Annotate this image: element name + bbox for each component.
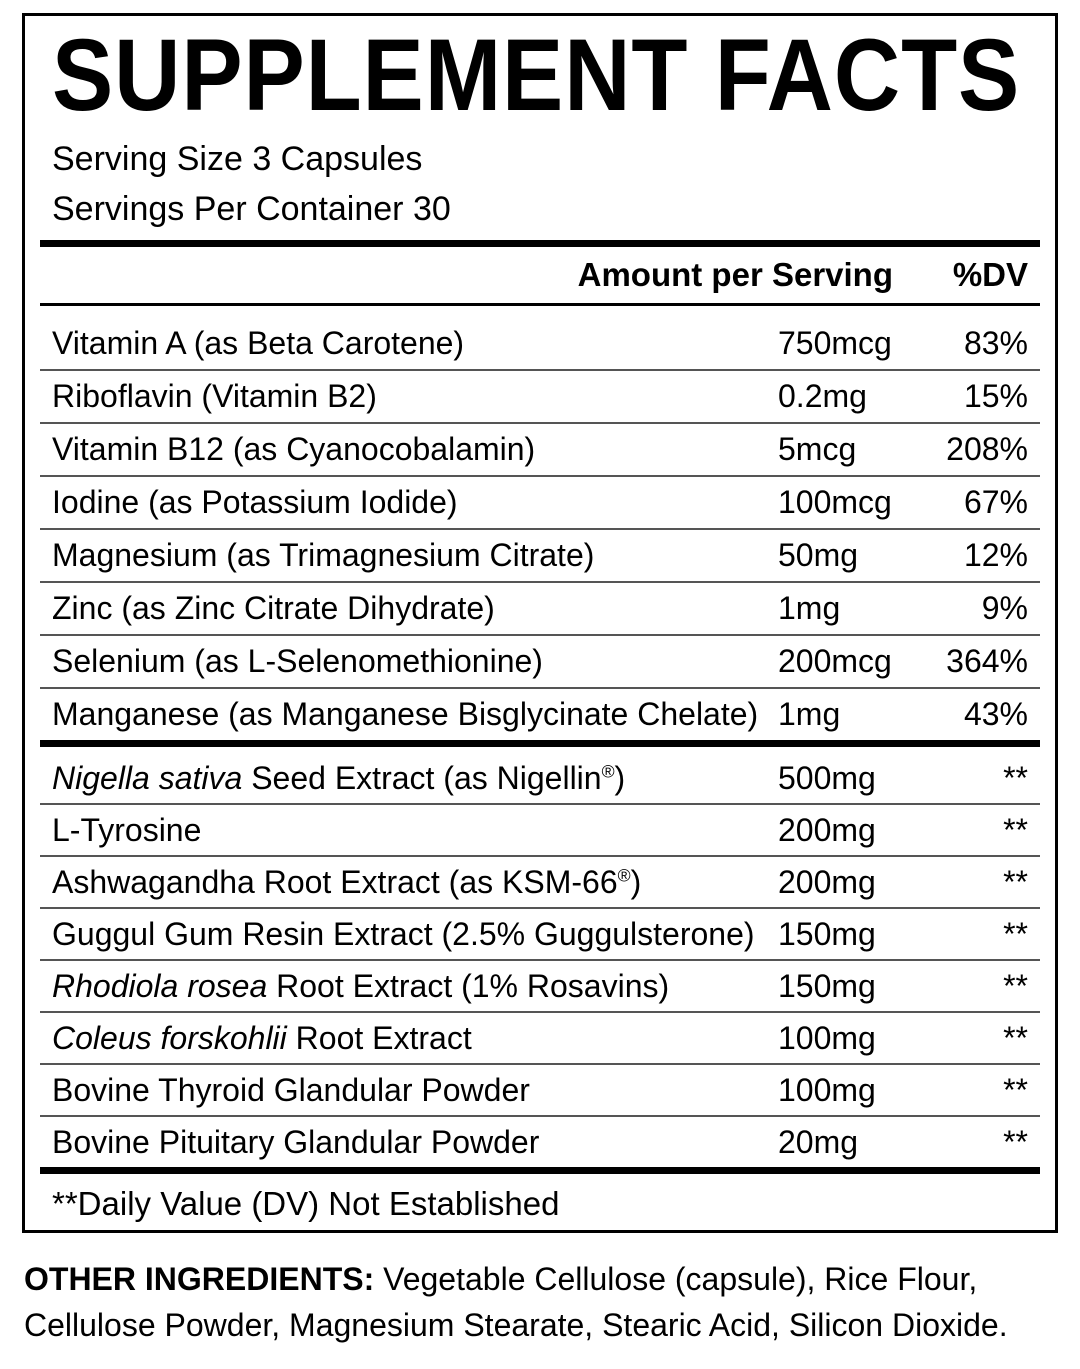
amount-column-header: Amount per Serving <box>577 256 893 293</box>
table-row: Magnesium (as Trimagnesium Citrate) 50mg… <box>40 530 1040 583</box>
ingredient-amount: 150mg <box>778 967 876 1004</box>
table-row: Bovine Thyroid Glandular Powder 100mg ** <box>40 1065 1040 1117</box>
table-row: Zinc (as Zinc Citrate Dihydrate) 1mg 9% <box>40 583 1040 636</box>
ingredient-dv: ** <box>1003 811 1028 848</box>
ingredient-dv: 364% <box>946 643 1028 679</box>
table-row: Nigella sativa Seed Extract (as Nigellin… <box>40 753 1040 805</box>
ingredient-amount: 50mg <box>778 537 859 573</box>
ingredient-name: Guggul Gum Resin Extract (2.5% Guggulste… <box>52 915 755 952</box>
ingredient-dv: 208% <box>946 431 1028 467</box>
ingredient-dv: ** <box>1003 967 1028 1004</box>
ingredient-dv: ** <box>1003 915 1028 952</box>
table-row: Coleus forskohlii Root Extract 100mg ** <box>40 1013 1040 1065</box>
supplement-facts-panel: SUPPLEMENT FACTS Serving Size 3 Capsules… <box>22 13 1058 1233</box>
dv-column-header: %DV <box>952 256 1028 293</box>
serving-size-text: Serving Size 3 Capsules <box>52 140 423 178</box>
vitamins-minerals-section: Vitamin A (as Beta Carotene) 750mcg 83% … <box>40 306 1040 740</box>
table-row: Selenium (as L-Selenomethionine) 200mcg … <box>40 636 1040 689</box>
ingredient-dv: 12% <box>963 537 1028 573</box>
ingredient-amount: 5mcg <box>778 431 857 467</box>
ingredient-name: Vitamin B12 (as Cyanocobalamin) <box>52 431 536 467</box>
other-ingredients-label: OTHER INGREDIENTS: <box>24 1261 375 1297</box>
ingredient-name: Rhodiola rosea Root Extract (1% Rosavins… <box>52 968 778 1005</box>
ingredient-name: Ashwagandha Root Extract (as KSM-66®) <box>52 863 642 900</box>
ingredient-name: Selenium (as L-Selenomethionine) <box>52 643 543 679</box>
table-row: Vitamin A (as Beta Carotene) 750mcg 83% <box>40 318 1040 371</box>
ingredient-amount: 750mcg <box>778 325 892 361</box>
ingredient-amount: 1mg <box>778 696 841 732</box>
ingredient-amount: 20mg <box>778 1123 859 1160</box>
ingredient-name: Bovine Thyroid Glandular Powder <box>52 1071 530 1108</box>
panel-title-text: SUPPLEMENT FACTS <box>52 18 1021 132</box>
ingredient-name-latin: Rhodiola rosea <box>52 967 268 1004</box>
other-ingredients-line2: Cellulose Powder, Magnesium Stearate, St… <box>24 1307 1008 1343</box>
ingredient-name-latin: Nigella sativa <box>52 759 243 796</box>
ingredient-name-rest: Seed Extract (as Nigellin®) <box>242 759 626 796</box>
ingredient-amount: 200mcg <box>778 643 892 679</box>
ingredient-dv: ** <box>1003 1019 1028 1056</box>
table-row: Riboflavin (Vitamin B2) 0.2mg 15% <box>40 371 1040 424</box>
ingredient-amount: 100mg <box>778 1071 876 1108</box>
ingredient-name: Iodine (as Potassium Iodide) <box>52 484 458 520</box>
servings-per-container-text: Servings Per Container 30 <box>52 190 451 228</box>
section-divider-top <box>40 240 1040 247</box>
ingredient-dv: 15% <box>963 378 1028 414</box>
ingredient-dv: ** <box>1003 759 1028 796</box>
ingredient-name-rest: Root Extract <box>286 1019 472 1056</box>
ingredient-amount: 150mg <box>778 915 876 952</box>
ingredient-name-rest: Root Extract (1% Rosavins) <box>267 967 670 1004</box>
ingredient-name-latin: Coleus forskohlii <box>52 1019 287 1056</box>
ingredient-name: L-Tyrosine <box>52 811 202 848</box>
table-row: L-Tyrosine 200mg ** <box>40 805 1040 857</box>
table-row: Manganese (as Manganese Bisglycinate Che… <box>40 689 1040 740</box>
daily-value-footnote: **Daily Value (DV) Not Established <box>52 1185 560 1222</box>
ingredient-amount: 1mg <box>778 590 841 626</box>
serving-info: Serving Size 3 Capsules Servings Per Con… <box>40 134 1040 234</box>
ingredient-dv: 43% <box>963 696 1028 732</box>
panel-title: SUPPLEMENT FACTS <box>40 24 1040 126</box>
botanicals-section: Nigella sativa Seed Extract (as Nigellin… <box>40 747 1040 1167</box>
table-header-row: Amount per Serving %DV <box>40 247 1040 306</box>
other-ingredients-line1: Vegetable Cellulose (capsule), Rice Flou… <box>374 1261 978 1297</box>
table-row: Vitamin B12 (as Cyanocobalamin) 5mcg 208… <box>40 424 1040 477</box>
ingredient-dv: 9% <box>981 590 1028 626</box>
table-row: Bovine Pituitary Glandular Powder 20mg *… <box>40 1117 1040 1167</box>
section-divider-bottom <box>40 1167 1040 1174</box>
ingredient-name: Magnesium (as Trimagnesium Citrate) <box>52 537 595 573</box>
ingredient-name: Bovine Pituitary Glandular Powder <box>52 1123 540 1160</box>
ingredient-amount: 100mg <box>778 1019 876 1056</box>
ingredient-amount: 500mg <box>778 759 876 796</box>
ingredient-amount: 100mcg <box>778 484 892 520</box>
other-ingredients: OTHER INGREDIENTS: Vegetable Cellulose (… <box>24 1256 1038 1348</box>
ingredient-amount: 0.2mg <box>778 378 867 414</box>
ingredient-dv: ** <box>1003 863 1028 900</box>
table-row: Ashwagandha Root Extract (as KSM-66®) 20… <box>40 857 1040 909</box>
ingredient-name: Manganese (as Manganese Bisglycinate Che… <box>52 696 759 732</box>
ingredient-name: Zinc (as Zinc Citrate Dihydrate) <box>52 590 495 626</box>
ingredient-amount: 200mg <box>778 863 876 900</box>
ingredient-dv: ** <box>1003 1071 1028 1108</box>
table-row: Guggul Gum Resin Extract (2.5% Guggulste… <box>40 909 1040 961</box>
ingredient-name: Coleus forskohlii Root Extract <box>52 1020 778 1057</box>
ingredient-amount: 200mg <box>778 811 876 848</box>
ingredient-name: Nigella sativa Seed Extract (as Nigellin… <box>52 760 778 797</box>
ingredient-dv: 83% <box>963 325 1028 361</box>
ingredient-name: Vitamin A (as Beta Carotene) <box>52 325 465 361</box>
section-divider-middle <box>40 740 1040 747</box>
ingredient-name: Riboflavin (Vitamin B2) <box>52 378 377 414</box>
table-row: Iodine (as Potassium Iodide) 100mcg 67% <box>40 477 1040 530</box>
table-row: Rhodiola rosea Root Extract (1% Rosavins… <box>40 961 1040 1013</box>
ingredient-dv: ** <box>1003 1123 1028 1160</box>
ingredient-dv: 67% <box>963 484 1028 520</box>
